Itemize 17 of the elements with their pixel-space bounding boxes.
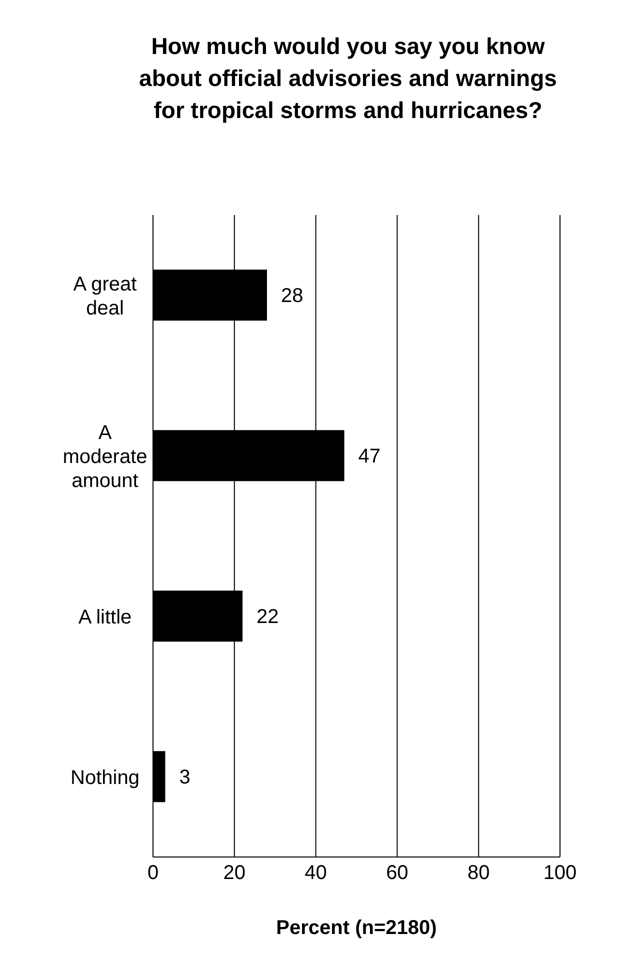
chart-title: How much would you say you know about official advisories and warnings for tropical storms and hurricanes?: [138, 32, 558, 125]
bar: [153, 751, 166, 802]
y-tick-label: A great deal: [73, 273, 138, 320]
x-tick-label: 20: [223, 862, 246, 884]
x-tick-label: 40: [304, 862, 327, 884]
data-label: 22: [256, 606, 279, 628]
x-tick-label: 0: [147, 862, 159, 884]
data-label: 47: [358, 446, 381, 468]
y-tick-label: A moderate amount: [62, 422, 148, 492]
x-axis-title: Percent (n=2180): [276, 917, 437, 939]
data-label: 3: [179, 766, 190, 789]
x-tick-label: 60: [386, 862, 408, 884]
y-tick-label: A little: [78, 606, 132, 628]
x-tick-label: 80: [467, 862, 490, 884]
x-tick-label: 100: [543, 862, 577, 884]
data-label: 28: [280, 285, 304, 308]
y-tick-label: Nothing: [70, 766, 140, 789]
